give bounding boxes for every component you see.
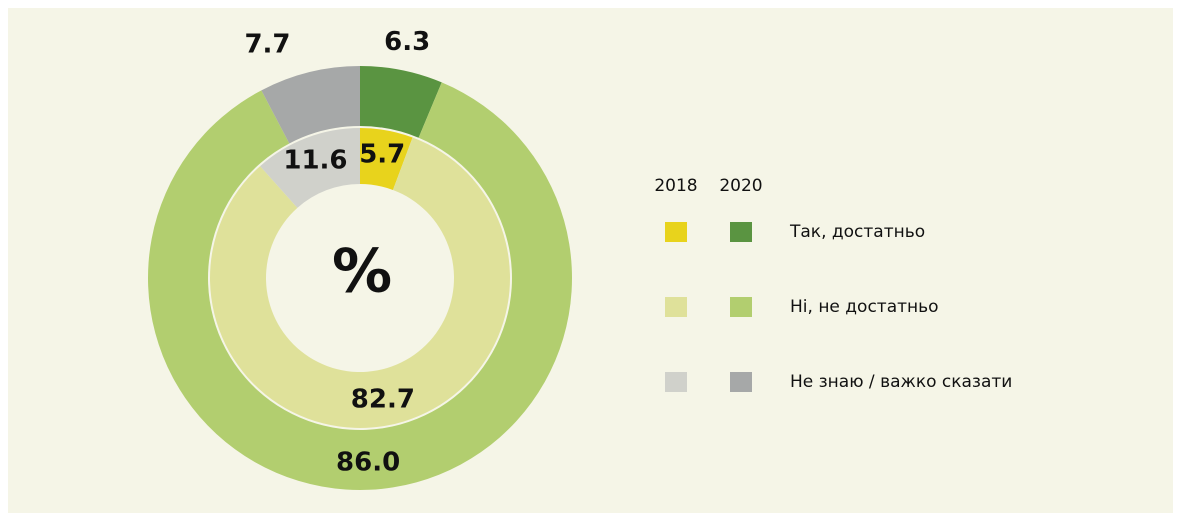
legend-swatch bbox=[665, 297, 687, 317]
legend-swatch bbox=[730, 297, 752, 317]
value-label: 11.6 bbox=[283, 146, 347, 176]
value-label: 86.0 bbox=[336, 447, 400, 477]
value-label: 6.3 bbox=[384, 27, 430, 57]
legend-swatch bbox=[665, 222, 687, 242]
legend-swatch bbox=[730, 222, 752, 242]
legend-label: Ні, не достатньо bbox=[790, 297, 939, 317]
value-label: 82.7 bbox=[351, 384, 415, 414]
donut-slice bbox=[260, 128, 360, 208]
donut-slice bbox=[261, 66, 360, 144]
value-label: 5.7 bbox=[359, 139, 405, 169]
value-label: 7.7 bbox=[244, 29, 290, 59]
legend-swatch bbox=[665, 372, 687, 392]
legend-header: 2020 bbox=[719, 176, 762, 196]
donut-slice bbox=[360, 128, 413, 190]
donut-slice bbox=[360, 66, 442, 138]
donut-slice bbox=[148, 82, 573, 491]
legend-label: Так, достатньо bbox=[789, 222, 925, 242]
legend-header: 2018 bbox=[654, 176, 697, 196]
legend-label: Не знаю / важко сказати bbox=[790, 372, 1012, 392]
donut-slice bbox=[209, 137, 510, 428]
legend-swatch bbox=[730, 372, 752, 392]
center-label: % bbox=[332, 237, 392, 307]
